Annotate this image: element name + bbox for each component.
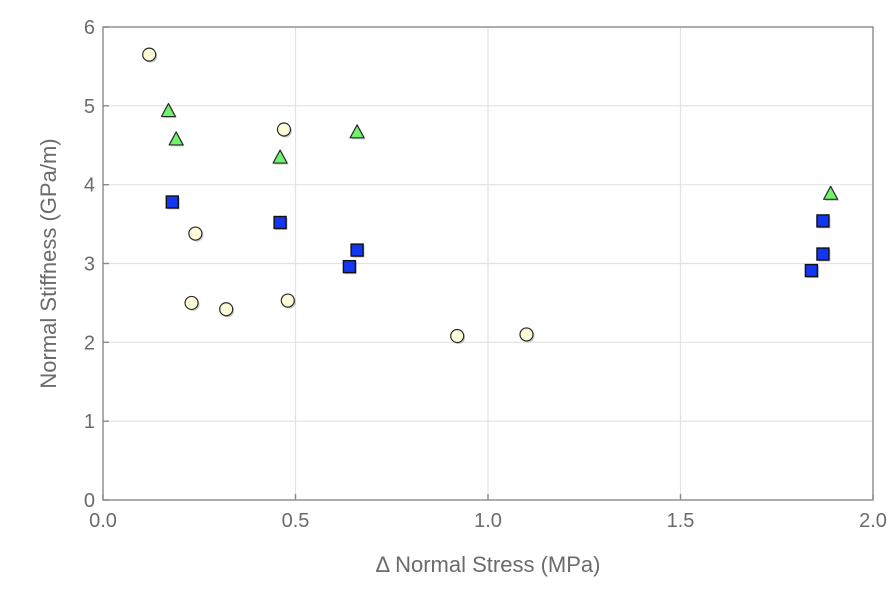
y-tick-label: 6 — [84, 17, 95, 39]
y-axis-label: Normal Stiffness (GPa/m) — [36, 138, 61, 388]
circle-point — [188, 226, 203, 241]
y-tick-label: 2 — [84, 332, 95, 354]
square-point — [273, 215, 287, 230]
square-point — [165, 195, 180, 209]
triangle-point — [160, 102, 177, 118]
triangle-point — [168, 131, 184, 146]
circle-point — [280, 293, 295, 308]
axis-ticks: 0.0 0.5 1.0 1.5 2.0 0 1 2 3 4 5 6 — [84, 17, 887, 532]
square-point — [342, 259, 357, 274]
circle-point — [184, 295, 199, 311]
triangle-point — [349, 124, 365, 139]
square-point — [816, 247, 830, 261]
x-axis-label: Δ Normal Stress (MPa) — [376, 552, 601, 577]
x-tick-label: 0.5 — [282, 510, 310, 532]
data-points — [142, 47, 840, 345]
circle-point — [519, 327, 534, 342]
y-tick-label: 4 — [84, 175, 95, 197]
x-tick-label: 0.0 — [89, 510, 117, 532]
triangle-point — [272, 149, 288, 164]
y-tick-label: 0 — [84, 490, 95, 512]
y-tick-label: 5 — [84, 96, 95, 118]
square-point — [804, 263, 819, 278]
circle-point — [450, 328, 465, 344]
y-tick-label: 1 — [84, 411, 95, 433]
circle-point — [219, 302, 234, 317]
grid-lines — [103, 27, 873, 500]
triangle-point — [823, 185, 839, 200]
circle-point — [142, 47, 157, 62]
square-point — [350, 243, 364, 257]
circle-point — [276, 122, 292, 137]
x-tick-label: 1.5 — [667, 510, 695, 532]
x-tick-label: 2.0 — [859, 510, 887, 532]
square-point — [816, 214, 830, 228]
y-tick-label: 3 — [84, 254, 95, 276]
x-tick-label: 1.0 — [474, 510, 502, 532]
